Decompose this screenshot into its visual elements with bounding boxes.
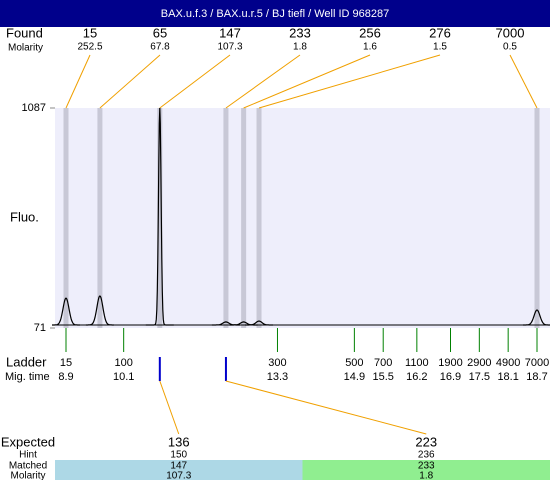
matched-molarity: 1.8 bbox=[419, 471, 433, 480]
hint-size: 236 bbox=[418, 450, 435, 461]
hint-label: Hint bbox=[19, 450, 37, 461]
found-size: 276 bbox=[429, 25, 451, 40]
peak-band bbox=[256, 108, 262, 328]
y-label: Fluo. bbox=[10, 209, 39, 224]
matched-size: 147 bbox=[170, 461, 187, 472]
connector bbox=[258, 54, 441, 109]
ladder-size: 15 bbox=[60, 357, 72, 369]
match-cell bbox=[55, 460, 303, 480]
peak bbox=[52, 297, 80, 326]
peak-band bbox=[157, 108, 163, 328]
peak-band bbox=[97, 108, 103, 328]
mig-time: 18.7 bbox=[526, 371, 547, 383]
expected-size: 223 bbox=[415, 434, 437, 449]
plot-area bbox=[55, 108, 550, 328]
peak-band bbox=[534, 108, 540, 328]
expected-size: 136 bbox=[168, 434, 190, 449]
connector bbox=[509, 54, 538, 109]
ladder-size: 700 bbox=[374, 357, 392, 369]
connector bbox=[225, 380, 427, 435]
matched-molarity: 107.3 bbox=[166, 471, 191, 480]
ladder-size: 2900 bbox=[467, 357, 491, 369]
found-molarity: 67.8 bbox=[150, 42, 170, 53]
peak bbox=[145, 107, 174, 326]
mig-time: 17.5 bbox=[469, 371, 490, 383]
ladder-size: 500 bbox=[345, 357, 363, 369]
ladder-size: 1100 bbox=[405, 357, 429, 369]
ladder-size: 100 bbox=[114, 357, 132, 369]
time-label: Mig. time bbox=[5, 371, 50, 383]
header-bar bbox=[0, 0, 550, 27]
mig-time: 15.5 bbox=[372, 371, 393, 383]
mig-time: 13.3 bbox=[267, 371, 288, 383]
found-size: 256 bbox=[359, 25, 381, 40]
y-tick-label: 1087 bbox=[22, 102, 46, 114]
peak-band bbox=[241, 108, 247, 328]
found-size: 65 bbox=[153, 25, 167, 40]
hint-size: 150 bbox=[170, 450, 187, 461]
found-molarity: 1.6 bbox=[363, 42, 377, 53]
found-molarity: 107.3 bbox=[217, 42, 242, 53]
mig-time: 10.1 bbox=[113, 371, 134, 383]
matched-size: 233 bbox=[418, 461, 435, 472]
connector bbox=[243, 54, 371, 109]
mig-time: 18.1 bbox=[497, 371, 518, 383]
found-molarity: 1.5 bbox=[433, 42, 447, 53]
peak-band bbox=[223, 108, 229, 328]
y-tick-label: 71 bbox=[34, 322, 46, 334]
connector bbox=[159, 380, 180, 435]
mig-time: 16.2 bbox=[406, 371, 427, 383]
found-molarity: 252.5 bbox=[77, 42, 102, 53]
found-size: 233 bbox=[289, 25, 311, 40]
found-size: 7000 bbox=[496, 25, 525, 40]
peak bbox=[523, 309, 550, 326]
peak bbox=[245, 320, 273, 326]
mig-time: 14.9 bbox=[344, 371, 365, 383]
found-molarity: 1.8 bbox=[293, 42, 307, 53]
peak-band bbox=[63, 108, 69, 328]
mig-time: 8.9 bbox=[58, 371, 73, 383]
molarity-label: Molarity bbox=[8, 43, 43, 54]
ladder-size: 1900 bbox=[438, 357, 462, 369]
found-size: 15 bbox=[83, 25, 97, 40]
ladder-size: 7000 bbox=[525, 357, 549, 369]
found-molarity: 0.5 bbox=[503, 42, 517, 53]
molarity-label: Molarity bbox=[10, 471, 45, 480]
match-cell bbox=[302, 460, 550, 480]
title: BAX.u.f.3 / BAX.u.r.5 / BJ tiefl / Well … bbox=[161, 8, 389, 20]
ladder-size: 4900 bbox=[496, 357, 520, 369]
peak bbox=[85, 295, 114, 326]
found-size: 147 bbox=[219, 25, 241, 40]
connector bbox=[65, 54, 91, 109]
expected-label: Expected bbox=[1, 434, 55, 449]
ladder-label: Ladder bbox=[6, 354, 47, 369]
mig-time: 16.9 bbox=[440, 371, 461, 383]
connector bbox=[159, 54, 231, 109]
matched-label: Matched bbox=[9, 461, 47, 472]
connector bbox=[99, 54, 161, 109]
found-label: Found bbox=[6, 25, 43, 40]
ladder-size: 300 bbox=[268, 357, 286, 369]
connector bbox=[225, 54, 301, 109]
